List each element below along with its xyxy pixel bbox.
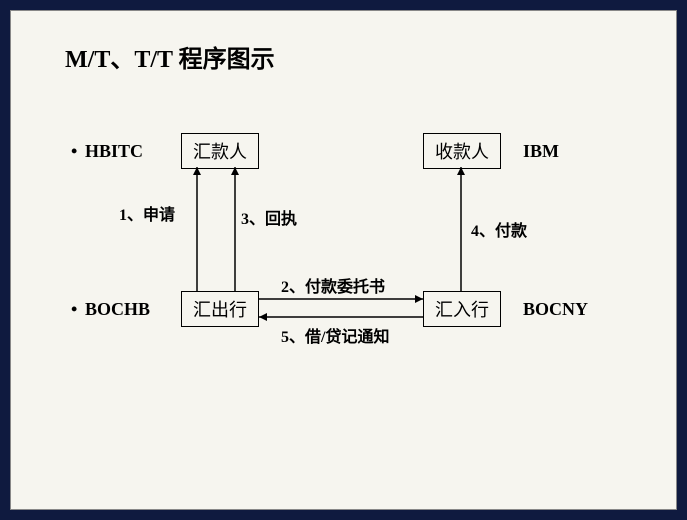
node-recv-bank-label: 汇入行 (435, 300, 489, 320)
node-payee: 收款人 (423, 133, 501, 169)
slide-frame: M/T、T/T 程序图示 •HBITC •BOCHB 汇款人 收款人 汇出行 汇… (0, 0, 687, 520)
bullet-bochb: •BOCHB (71, 299, 150, 320)
bullet-hbitc-label: HBITC (85, 141, 143, 161)
edge-label-3: 3、回执 (241, 205, 297, 229)
edge-label-2: 2、付款委托书 (281, 273, 385, 297)
edge-label-5: 5、借/贷记通知 (281, 323, 389, 347)
label-ibm: IBM (523, 141, 559, 162)
edge-label-1: 1、申请 (119, 201, 175, 225)
node-remit-bank-label: 汇出行 (193, 300, 247, 320)
label-bocny: BOCNY (523, 299, 588, 320)
node-recv-bank: 汇入行 (423, 291, 501, 327)
node-payee-label: 收款人 (435, 142, 489, 162)
bullet-bochb-label: BOCHB (85, 299, 150, 319)
edge-label-4: 4、付款 (471, 217, 527, 241)
arrows-layer (11, 11, 676, 509)
bullet-hbitc: •HBITC (71, 141, 143, 162)
node-remitter: 汇款人 (181, 133, 259, 169)
page-title: M/T、T/T 程序图示 (65, 39, 275, 74)
node-remit-bank: 汇出行 (181, 291, 259, 327)
node-remitter-label: 汇款人 (193, 142, 247, 162)
slide: M/T、T/T 程序图示 •HBITC •BOCHB 汇款人 收款人 汇出行 汇… (10, 10, 677, 510)
